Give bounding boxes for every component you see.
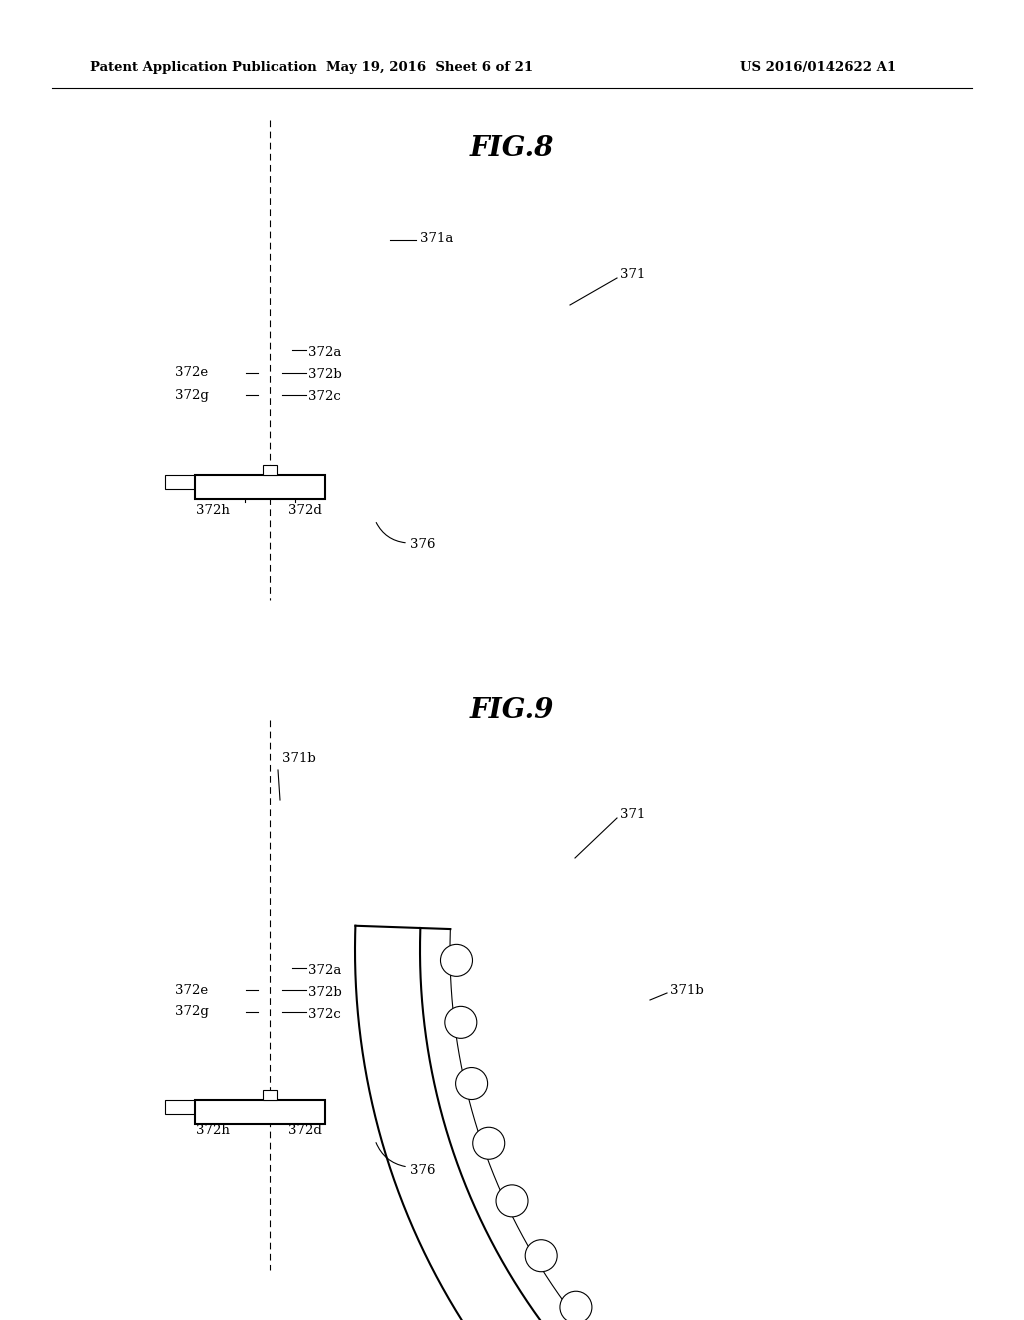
Text: 372b: 372b — [308, 368, 342, 381]
Bar — [195, 1100, 325, 1125]
Bar — [263, 1090, 278, 1100]
Text: 371: 371 — [620, 808, 645, 821]
Circle shape — [444, 1006, 477, 1039]
Circle shape — [473, 1127, 505, 1159]
Text: FIG.9: FIG.9 — [470, 697, 554, 723]
Circle shape — [560, 1291, 592, 1320]
Text: 371: 371 — [620, 268, 645, 281]
Text: Patent Application Publication: Patent Application Publication — [90, 62, 316, 74]
Circle shape — [440, 944, 472, 977]
Bar — [165, 475, 195, 488]
Circle shape — [496, 1185, 528, 1217]
Circle shape — [525, 1239, 557, 1271]
Bar — [195, 475, 325, 499]
Text: 372a: 372a — [308, 346, 341, 359]
Text: 372b: 372b — [308, 986, 342, 998]
Text: FIG.8: FIG.8 — [470, 135, 554, 161]
Text: 372h: 372h — [196, 1123, 229, 1137]
Text: US 2016/0142622 A1: US 2016/0142622 A1 — [740, 62, 896, 74]
Text: 371b: 371b — [282, 751, 315, 764]
Text: 372a: 372a — [308, 964, 341, 977]
Text: 372h: 372h — [196, 503, 229, 516]
Bar — [263, 465, 278, 475]
Text: 372d: 372d — [288, 1123, 322, 1137]
Text: 372c: 372c — [308, 391, 341, 404]
Text: 372g: 372g — [175, 388, 209, 401]
Circle shape — [456, 1068, 487, 1100]
Text: 376: 376 — [410, 1163, 435, 1176]
Text: 372g: 372g — [175, 1006, 209, 1019]
Bar — [165, 1100, 195, 1114]
Text: 371a: 371a — [420, 231, 454, 244]
Text: 372c: 372c — [308, 1007, 341, 1020]
Text: 376: 376 — [410, 539, 435, 552]
Text: May 19, 2016  Sheet 6 of 21: May 19, 2016 Sheet 6 of 21 — [327, 62, 534, 74]
Text: 372e: 372e — [175, 367, 208, 380]
Text: 371b: 371b — [670, 983, 703, 997]
Text: 372e: 372e — [175, 983, 208, 997]
Text: 372d: 372d — [288, 503, 322, 516]
